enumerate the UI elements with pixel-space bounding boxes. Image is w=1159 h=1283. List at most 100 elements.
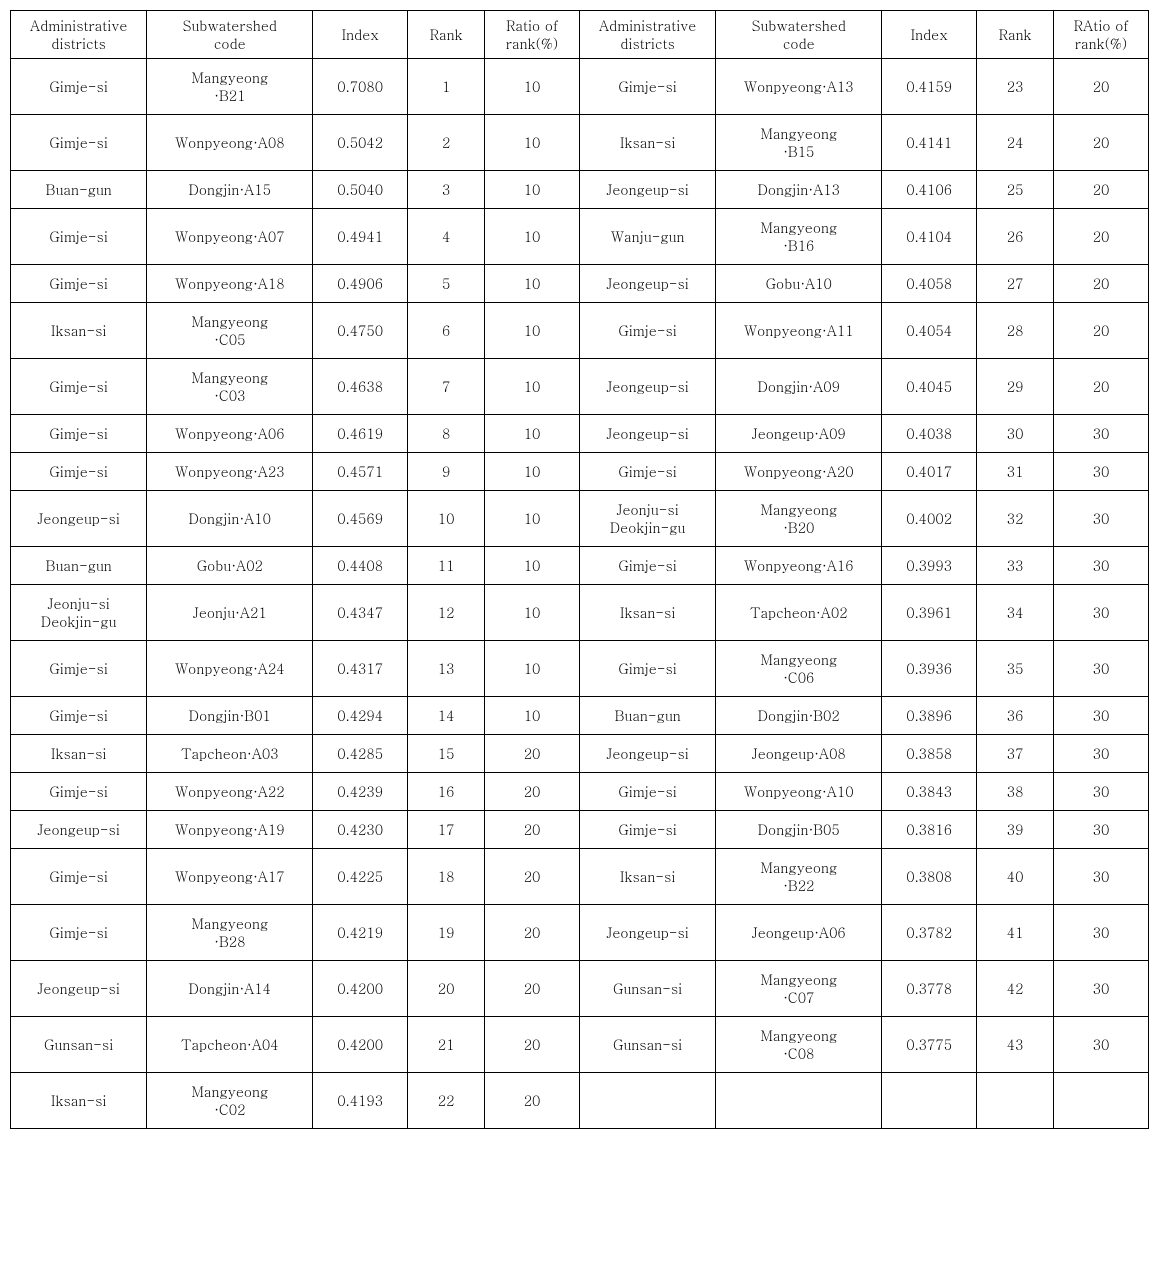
cell-ratio-right: 20 — [1054, 359, 1149, 415]
cell-ratio-left: 10 — [485, 491, 580, 547]
cell-index-left: 0.4294 — [313, 697, 408, 735]
cell-ratio-left: 10 — [485, 209, 580, 265]
header-ratio-left: Ratio ofrank(%) — [485, 11, 580, 59]
cell-index-left: 0.4200 — [313, 1017, 408, 1073]
cell-ratio-left: 10 — [485, 115, 580, 171]
cell-index-right: 0.4141 — [882, 115, 977, 171]
cell-district-right: Iksan-si — [579, 585, 715, 641]
cell-rank-left: 2 — [408, 115, 485, 171]
cell-rank-left: 21 — [408, 1017, 485, 1073]
cell-ratio-left: 20 — [485, 735, 580, 773]
cell-ratio-right: 20 — [1054, 115, 1149, 171]
cell-rank-right: 29 — [977, 359, 1054, 415]
cell-rank-left: 18 — [408, 849, 485, 905]
table-row: Iksan-siTapcheon·A030.42851520Jeongeup-s… — [11, 735, 1149, 773]
cell-rank-left: 14 — [408, 697, 485, 735]
cell-district-right — [579, 1073, 715, 1129]
cell-ratio-left: 20 — [485, 1073, 580, 1129]
cell-ratio-right: 20 — [1054, 303, 1149, 359]
cell-rank-left: 4 — [408, 209, 485, 265]
cell-rank-left: 7 — [408, 359, 485, 415]
header-rank-right: Rank — [977, 11, 1054, 59]
cell-ratio-right: 20 — [1054, 265, 1149, 303]
table-row: Gimje-siWonpyeong·A070.4941410Wanju-gunM… — [11, 209, 1149, 265]
cell-code-left: Wonpyeong·A07 — [147, 209, 313, 265]
cell-code-left: Mangyeong·B28 — [147, 905, 313, 961]
cell-ratio-left: 10 — [485, 415, 580, 453]
cell-rank-left: 17 — [408, 811, 485, 849]
cell-rank-right — [977, 1073, 1054, 1129]
cell-rank-left: 16 — [408, 773, 485, 811]
cell-ratio-left: 10 — [485, 453, 580, 491]
cell-index-left: 0.4285 — [313, 735, 408, 773]
cell-rank-right: 27 — [977, 265, 1054, 303]
cell-ratio-left: 10 — [485, 265, 580, 303]
cell-district-left: Gimje-si — [11, 905, 147, 961]
cell-code-left: Dongjin·A15 — [147, 171, 313, 209]
cell-code-left: Jeonju·A21 — [147, 585, 313, 641]
cell-code-left: Tapcheon·A03 — [147, 735, 313, 773]
cell-index-left: 0.4225 — [313, 849, 408, 905]
cell-index-right: 0.4104 — [882, 209, 977, 265]
table-row: Gimje-siWonpyeong·A060.4619810Jeongeup-s… — [11, 415, 1149, 453]
cell-rank-right: 37 — [977, 735, 1054, 773]
cell-district-right: Gimje-si — [579, 303, 715, 359]
cell-code-right: Wonpyeong·A10 — [716, 773, 882, 811]
cell-ratio-right: 30 — [1054, 849, 1149, 905]
cell-code-left: Dongjin·B01 — [147, 697, 313, 735]
cell-index-right: 0.3778 — [882, 961, 977, 1017]
cell-rank-left: 10 — [408, 491, 485, 547]
cell-district-right: Jeongeup-si — [579, 171, 715, 209]
cell-rank-right: 41 — [977, 905, 1054, 961]
header-district-right: Administrativedistricts — [579, 11, 715, 59]
cell-ratio-left: 20 — [485, 773, 580, 811]
table-row: Gimje-siMangyeong·C030.4638710Jeongeup-s… — [11, 359, 1149, 415]
cell-rank-left: 1 — [408, 59, 485, 115]
cell-rank-left: 8 — [408, 415, 485, 453]
cell-rank-right: 43 — [977, 1017, 1054, 1073]
cell-code-right: Tapcheon·A02 — [716, 585, 882, 641]
cell-index-left: 0.4317 — [313, 641, 408, 697]
cell-ratio-left: 20 — [485, 961, 580, 1017]
cell-district-right: Jeongeup-si — [579, 359, 715, 415]
cell-index-right: 0.3816 — [882, 811, 977, 849]
cell-rank-right: 30 — [977, 415, 1054, 453]
cell-code-right: Mangyeong·C06 — [716, 641, 882, 697]
cell-district-right: Gunsan-si — [579, 961, 715, 1017]
cell-district-right: Gimje-si — [579, 547, 715, 585]
cell-district-left: Jeongeup-si — [11, 491, 147, 547]
table-row: Iksan-siMangyeong·C020.41932220 — [11, 1073, 1149, 1129]
cell-district-left: Jeonju-siDeokjin-gu — [11, 585, 147, 641]
cell-code-right: Mangyeong·C07 — [716, 961, 882, 1017]
cell-ratio-left: 20 — [485, 905, 580, 961]
cell-district-right: Jeongeup-si — [579, 415, 715, 453]
cell-ratio-right: 30 — [1054, 811, 1149, 849]
table-row: Jeongeup-siDongjin·A100.45691010Jeonju-s… — [11, 491, 1149, 547]
cell-ratio-left: 20 — [485, 849, 580, 905]
cell-district-right: Gimje-si — [579, 811, 715, 849]
cell-index-right: 0.4058 — [882, 265, 977, 303]
cell-rank-left: 6 — [408, 303, 485, 359]
header-index-left: Index — [313, 11, 408, 59]
header-rank-left: Rank — [408, 11, 485, 59]
cell-index-right: 0.3843 — [882, 773, 977, 811]
table-header-row: Administrativedistricts Subwatershedcode… — [11, 11, 1149, 59]
cell-index-right: 0.4045 — [882, 359, 977, 415]
cell-code-left: Wonpyeong·A17 — [147, 849, 313, 905]
cell-rank-left: 15 — [408, 735, 485, 773]
cell-code-left: Wonpyeong·A18 — [147, 265, 313, 303]
cell-index-right — [882, 1073, 977, 1129]
cell-district-right: Gimje-si — [579, 773, 715, 811]
cell-district-right: Gimje-si — [579, 59, 715, 115]
cell-district-right: Buan-gun — [579, 697, 715, 735]
cell-code-left: Mangyeong·B21 — [147, 59, 313, 115]
table-row: Gimje-siWonpyeong·A180.4906510Jeongeup-s… — [11, 265, 1149, 303]
table-row: Gunsan-siTapcheon·A040.42002120Gunsan-si… — [11, 1017, 1149, 1073]
cell-code-right: Mangyeong·B20 — [716, 491, 882, 547]
cell-district-right: Wanju-gun — [579, 209, 715, 265]
table-row: Gimje-siWonpyeong·A230.4571910Gimje-siWo… — [11, 453, 1149, 491]
cell-ratio-left: 10 — [485, 547, 580, 585]
cell-rank-right: 40 — [977, 849, 1054, 905]
cell-index-left: 0.4230 — [313, 811, 408, 849]
cell-rank-right: 26 — [977, 209, 1054, 265]
